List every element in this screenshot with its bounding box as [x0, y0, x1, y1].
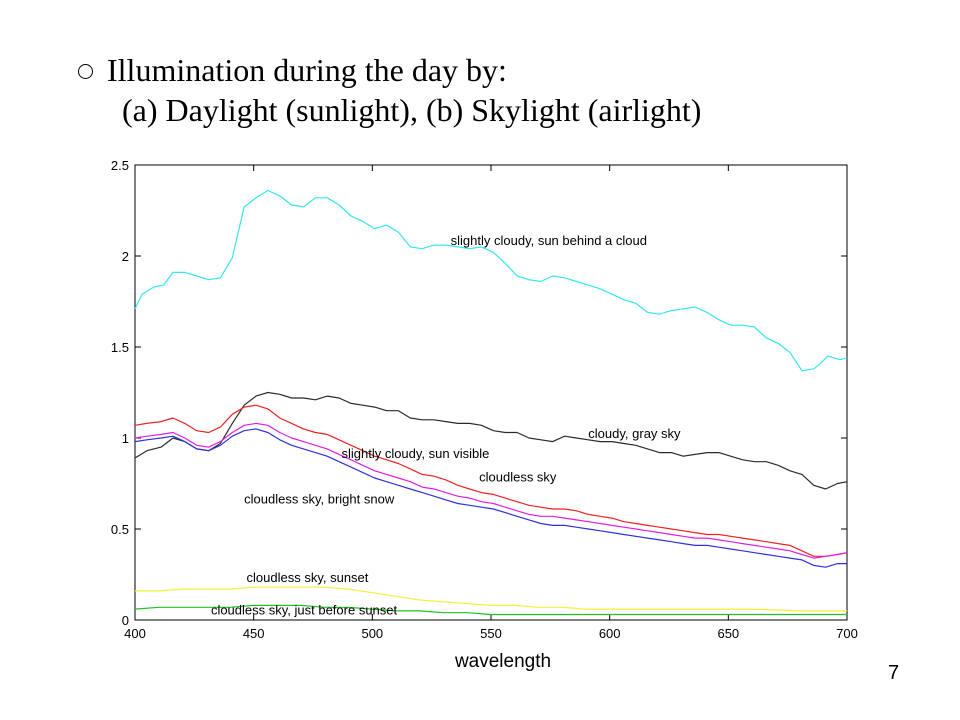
series-annotation: cloudless sky, just before sunset: [211, 603, 398, 618]
series-annotation: cloudless sky, sunset: [247, 570, 369, 585]
series-line-5: [134, 428, 847, 568]
series-line-7: [134, 604, 847, 616]
y-tick-label: 0: [122, 613, 129, 628]
x-tick-label: 400: [124, 626, 146, 641]
x-tick-label: 600: [599, 626, 621, 641]
slide-title: Illumination during the day by: (a) Dayl…: [78, 50, 701, 130]
annotations: slightly cloudy, sun behind a cloud cloud…: [211, 233, 681, 617]
y-tick-label: 2: [122, 249, 129, 264]
series-line-1: [134, 189, 848, 372]
series-annotation: slightly cloudy, sun visible: [341, 446, 489, 461]
y-tick-label: 1: [122, 431, 129, 446]
y-tick-label: 1.5: [111, 340, 129, 355]
series-annotation: cloudy, gray sky: [588, 426, 681, 441]
series-lines: [134, 189, 848, 616]
circle-bullet-icon: [78, 63, 93, 79]
x-tick-label: 650: [717, 626, 739, 641]
title-text-2: (a) Daylight (sunlight), (b) Skylight (a…: [122, 92, 702, 128]
series-line-3: [134, 404, 848, 557]
x-axis-label: wavelength: [454, 651, 551, 672]
y-tick-label: 0.5: [111, 522, 129, 537]
x-tick-label: 450: [243, 626, 265, 641]
x-tick-label: 700: [836, 626, 858, 641]
series-annotation: slightly cloudy, sun behind a cloud: [451, 233, 647, 248]
title-text-1: Illumination during the day by:: [107, 52, 507, 88]
x-tick-label: 500: [361, 626, 383, 641]
page-number: 7: [888, 662, 900, 684]
title-line-1: Illumination during the day by:: [78, 50, 701, 90]
axes: 400 450 500 550 600 650 700 0 0.5 1 1.5 2 2.5: [111, 158, 858, 641]
x-tick-label: 550: [480, 626, 502, 641]
series-annotation: cloudless sky: [479, 470, 557, 485]
series-annotation: cloudless sky, bright snow: [244, 492, 395, 507]
series-line-6: [135, 586, 847, 612]
series-line-4: [134, 422, 848, 559]
series-line-2: [134, 391, 848, 490]
y-tick-label: 2.5: [111, 158, 129, 173]
